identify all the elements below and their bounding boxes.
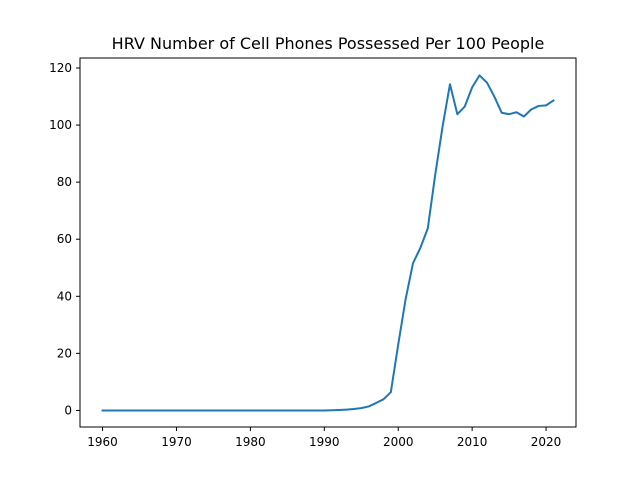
- y-tick-label: 0: [64, 403, 72, 417]
- y-tick-label: 60: [57, 232, 72, 246]
- y-tick-label: 100: [49, 118, 72, 132]
- y-tick-label: 40: [57, 289, 72, 303]
- axes-frame: [79, 57, 577, 428]
- x-tick-label: 1970: [161, 435, 192, 449]
- x-tick-label: 2020: [531, 435, 562, 449]
- x-tick-label: 2010: [457, 435, 488, 449]
- y-tick-label: 20: [57, 346, 72, 360]
- chart-title: HRV Number of Cell Phones Possessed Per …: [112, 34, 545, 53]
- y-axis: 0 20 40 60 80 100 120: [49, 61, 80, 417]
- series-line-0: [101, 74, 555, 412]
- x-tick-label: 1990: [309, 435, 340, 449]
- y-tick-label: 120: [49, 61, 72, 75]
- plot-area: [79, 57, 577, 428]
- y-tick-label: 80: [57, 175, 72, 189]
- x-tick-label: 1960: [87, 435, 118, 449]
- x-tick-label: 1980: [235, 435, 266, 449]
- x-axis: 1960 1970 1980 1990 2000 2010 2020: [87, 427, 561, 449]
- x-tick-label: 2000: [383, 435, 414, 449]
